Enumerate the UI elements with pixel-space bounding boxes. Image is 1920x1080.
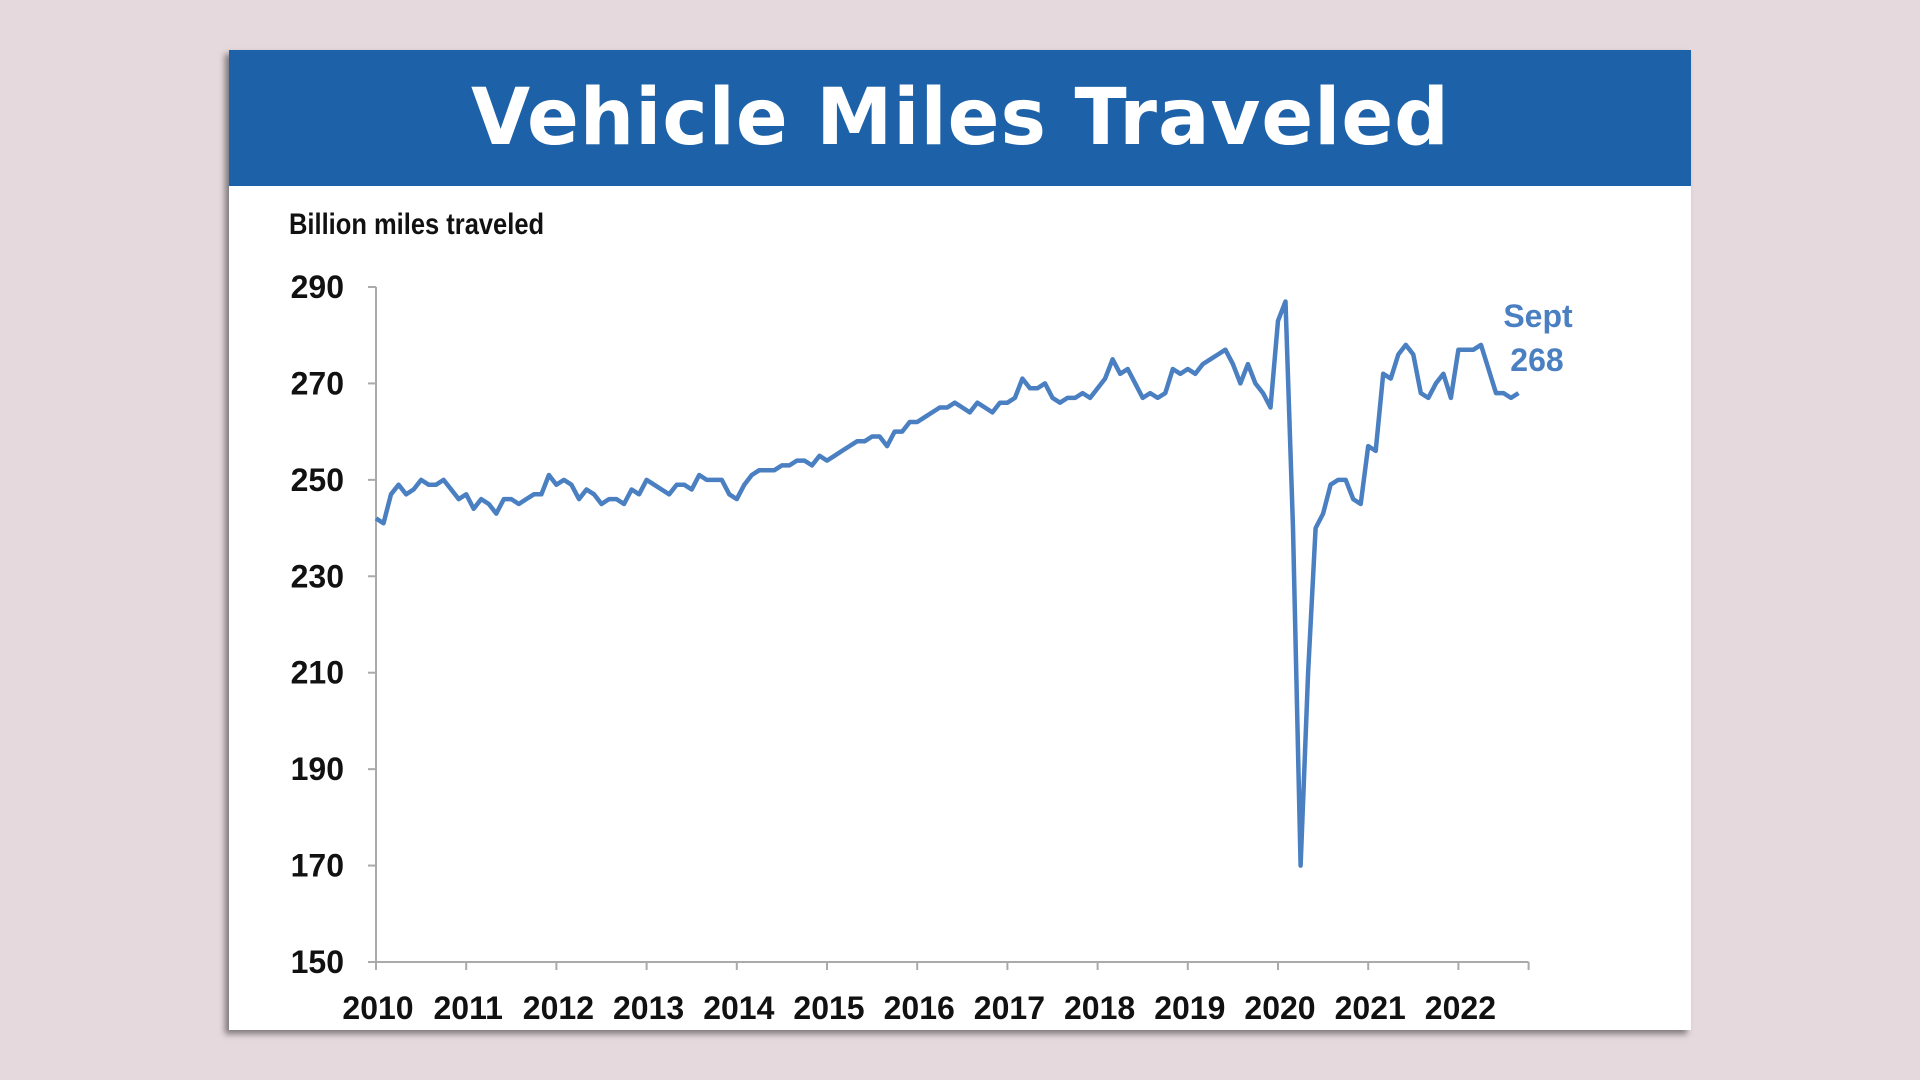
x-tick-label: 2011 (433, 990, 502, 1026)
y-tick-label: 190 (291, 751, 344, 787)
chart-title: Vehicle Miles Traveled (470, 73, 1450, 163)
annotation-value: 268 (1510, 342, 1563, 378)
x-tick-label: 2018 (1064, 990, 1135, 1026)
y-axis-label: Billion miles traveled (289, 208, 545, 241)
y-tick-label: 270 (291, 365, 344, 401)
y-tick-label: 290 (291, 269, 344, 305)
chart-header: Vehicle Miles Traveled (229, 50, 1691, 186)
x-tick-label: 2010 (342, 990, 413, 1026)
annotation-month: Sept (1503, 298, 1573, 334)
x-tick-label: 2015 (793, 990, 864, 1026)
x-tick-label: 2016 (884, 990, 955, 1026)
y-tick-label: 150 (291, 944, 344, 980)
x-tick-label: 2014 (703, 990, 774, 1026)
y-tick-label: 250 (291, 462, 344, 498)
y-tick-label: 230 (291, 558, 344, 594)
chart-card: Vehicle Miles Traveled Billion miles tra… (229, 50, 1691, 1030)
y-tick-label: 170 (291, 848, 344, 884)
x-tick-label: 2021 (1335, 990, 1406, 1026)
x-tick-label: 2012 (523, 990, 594, 1026)
y-tick-label: 210 (291, 655, 344, 691)
x-tick-label: 2017 (974, 990, 1045, 1026)
series-line (374, 299, 1520, 868)
x-tick-label: 2013 (613, 990, 684, 1026)
x-tick-label: 2020 (1244, 990, 1315, 1026)
x-tick-label: 2019 (1154, 990, 1225, 1026)
x-tick-label: 2022 (1425, 990, 1496, 1026)
